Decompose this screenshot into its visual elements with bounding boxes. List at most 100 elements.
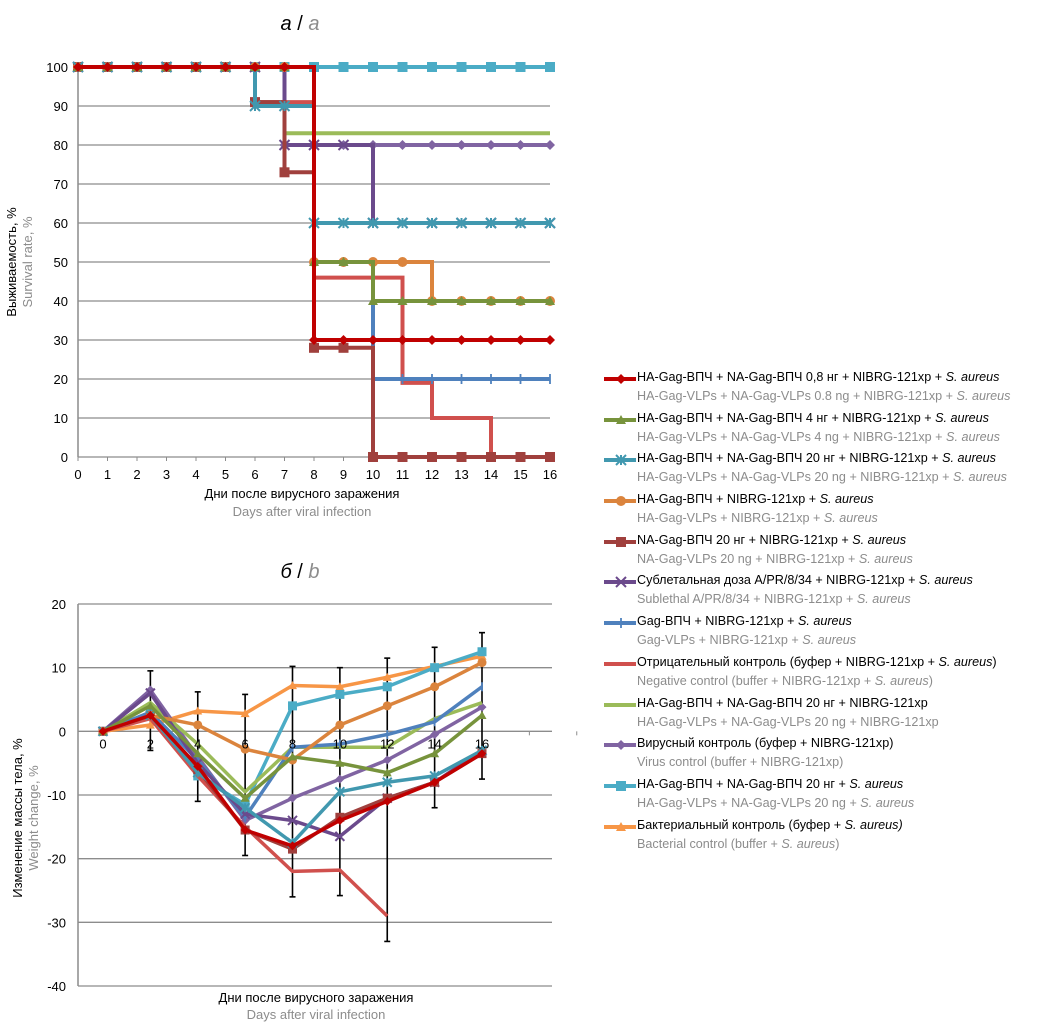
marker-diamond bbox=[102, 62, 113, 72]
x-tick-label: 8 bbox=[310, 467, 317, 482]
legend-text-italic: S. aureus bbox=[781, 836, 836, 851]
x-tick-label: 15 bbox=[513, 467, 527, 482]
marker-square bbox=[427, 62, 437, 72]
legend-label-en: HA-Gag-VLPs + NA-Gag-VLPs 0.8 ng + NIBRG… bbox=[637, 389, 1010, 403]
legend-item: Gag-ВПЧ + NIBRG-121xp + S. aureus Gag-VLP… bbox=[604, 614, 1042, 655]
marker-star bbox=[278, 100, 291, 112]
marker-x bbox=[337, 139, 350, 151]
legend-label-ru: HA-Gag-ВПЧ + NA-Gag-ВПЧ 20 нг + S. aureu… bbox=[637, 777, 903, 791]
marker-x bbox=[334, 831, 346, 842]
x-tick-label: 12 bbox=[425, 467, 439, 482]
legend-item: HA-Gag-ВПЧ + NIBRG-121xp + S. aureus HA-G… bbox=[604, 492, 1042, 533]
x-tick-label: 6 bbox=[251, 467, 258, 482]
legend-text: HA-Gag-VLPs + NIBRG-121xp + bbox=[637, 511, 824, 526]
marker-square bbox=[368, 452, 378, 462]
marker-triangle bbox=[382, 768, 392, 777]
marker-diamond bbox=[382, 755, 392, 765]
legend-swatch bbox=[604, 780, 636, 791]
legend-text: NA-Gag-VLPs 20 ng + NIBRG-121xp + bbox=[637, 551, 859, 566]
legend-label-ru: Бактериальный контроль (буфер + S. aureu… bbox=[637, 818, 903, 832]
marker-triangle bbox=[145, 701, 155, 710]
legend-swatch bbox=[604, 374, 636, 384]
series-s1 bbox=[73, 62, 555, 345]
marker-star bbox=[514, 217, 527, 229]
legend-label-en: Gag-VLPs + NIBRG-121xp + S. aureus bbox=[637, 633, 856, 647]
marker-star bbox=[396, 217, 409, 229]
legend-label-ru: Сублетальная доза A/PR/8/34 + NIBRG-121x… bbox=[637, 573, 973, 587]
marker-triangle bbox=[193, 749, 203, 758]
marker-circle bbox=[240, 744, 250, 754]
y-tick-label: 10 bbox=[52, 661, 66, 676]
legend-text: Gag-VLPs + NIBRG-121xp + bbox=[637, 633, 803, 648]
legend-text: Sublethal A/PR/8/34 + NIBRG-121xp + bbox=[637, 592, 857, 607]
marker-diamond bbox=[368, 335, 378, 345]
marker-triangle bbox=[456, 296, 467, 305]
chart-b-title: б / b bbox=[280, 561, 319, 583]
y-tick-label: 60 bbox=[54, 216, 68, 231]
marker-triangle bbox=[616, 414, 626, 424]
marker-square bbox=[427, 452, 437, 462]
marker-triangle bbox=[397, 296, 408, 305]
marker-square bbox=[616, 780, 626, 791]
legend-label-ru: Вирусный контроль (буфер + NIBRG-121xp) bbox=[637, 736, 893, 750]
marker-square bbox=[368, 62, 378, 72]
y-tick-label: 40 bbox=[54, 294, 68, 309]
marker-star bbox=[485, 217, 497, 229]
marker-diamond bbox=[545, 140, 555, 150]
y-tick-label: 10 bbox=[54, 411, 68, 426]
x-tick-label: 2 bbox=[133, 467, 140, 482]
y-tick-label: -20 bbox=[47, 852, 66, 867]
legend-label-en: HA-Gag-VLPs + NIBRG-121xp + S. aureus bbox=[637, 511, 878, 525]
marker-diamond bbox=[145, 710, 155, 720]
x-tick-label: 4 bbox=[192, 467, 199, 482]
marker-diamond bbox=[477, 749, 487, 759]
marker-diamond bbox=[397, 140, 408, 150]
x-tick-label: 5 bbox=[222, 467, 229, 482]
legend-text: HA-Gag-ВПЧ + NIBRG-121xp + bbox=[637, 492, 820, 507]
legend-text-italic: S. aureus bbox=[946, 429, 1000, 444]
marker-diamond bbox=[220, 62, 231, 72]
legend-text: Negative control (buffer + NIBRG-121xp + bbox=[637, 673, 875, 688]
marker-square bbox=[338, 62, 349, 72]
legend-label-en: HA-Gag-VLPs + NA-Gag-VLPs 20 ng + NIBRG-… bbox=[637, 470, 1007, 484]
marker-diamond bbox=[193, 761, 203, 771]
legend-label-ru: HA-Gag-ВПЧ + NA-Gag-ВПЧ 0,8 нг + NIBRG-1… bbox=[637, 370, 999, 384]
legend-item: NA-Gag-ВПЧ 20 нг + NIBRG-121xp + S. aure… bbox=[604, 533, 1042, 574]
chart-a-ylabel-ru: Выживаемость, % bbox=[4, 207, 19, 317]
legend-item: HA-Gag-ВПЧ + NA-Gag-ВПЧ 20 нг + S. aureu… bbox=[604, 777, 1042, 818]
marker-square bbox=[456, 62, 467, 72]
legend-text-tail: ) bbox=[835, 836, 840, 851]
marker-triangle bbox=[193, 706, 203, 715]
legend-label-ru: NA-Gag-ВПЧ 20 нг + NIBRG-121xp + S. aure… bbox=[637, 533, 906, 547]
marker-star bbox=[544, 217, 556, 229]
marker-diamond bbox=[132, 62, 142, 72]
marker-square bbox=[397, 452, 408, 462]
marker-square bbox=[477, 647, 487, 657]
legend-text-tail: ) bbox=[928, 673, 933, 688]
marker-diamond bbox=[309, 335, 319, 345]
legend-text: HA-Gag-ВПЧ + NA-Gag-ВПЧ 20 нг + bbox=[637, 776, 850, 791]
chart-a-xlabel-en: Days after viral infection bbox=[233, 504, 372, 519]
marker-diamond bbox=[616, 374, 626, 384]
legend-text-italic: S. aureus bbox=[823, 511, 878, 526]
legend: HA-Gag-ВПЧ + NA-Gag-ВПЧ 0,8 нг + NIBRG-1… bbox=[604, 370, 1042, 858]
legend-swatch bbox=[604, 414, 636, 424]
marker-triangle bbox=[145, 720, 155, 729]
marker-diamond bbox=[161, 62, 172, 72]
legend-text-italic: S. aureus bbox=[874, 673, 929, 688]
legend-label-en: Virus control (buffer + NIBRG-121xp) bbox=[637, 755, 843, 769]
legend-text-italic: S. aureus) bbox=[844, 817, 903, 832]
y-tick-label: 0 bbox=[59, 724, 66, 739]
chart-a-title: а / a bbox=[281, 13, 320, 35]
legend-label-en: Negative control (buffer + NIBRG-121xp +… bbox=[637, 674, 933, 688]
marker-triangle bbox=[335, 758, 345, 767]
y-tick-label: 50 bbox=[54, 255, 68, 270]
legend-text-italic: S. aureus bbox=[852, 532, 907, 547]
legend-text: HA-Gag-VLPs + NA-Gag-VLPs 4 ng + NIBRG-1… bbox=[637, 429, 947, 444]
chart-b-ylabel-en: Weight change, % bbox=[26, 765, 41, 871]
legend-text: Отрицательный контроль (буфер + NIBRG-12… bbox=[637, 654, 939, 669]
marker-diamond bbox=[515, 140, 526, 150]
legend-text-italic: S. aureus bbox=[935, 410, 989, 425]
marker-circle bbox=[477, 658, 487, 668]
legend-text: Сублетальная доза A/PR/8/34 + NIBRG-121x… bbox=[637, 573, 919, 588]
